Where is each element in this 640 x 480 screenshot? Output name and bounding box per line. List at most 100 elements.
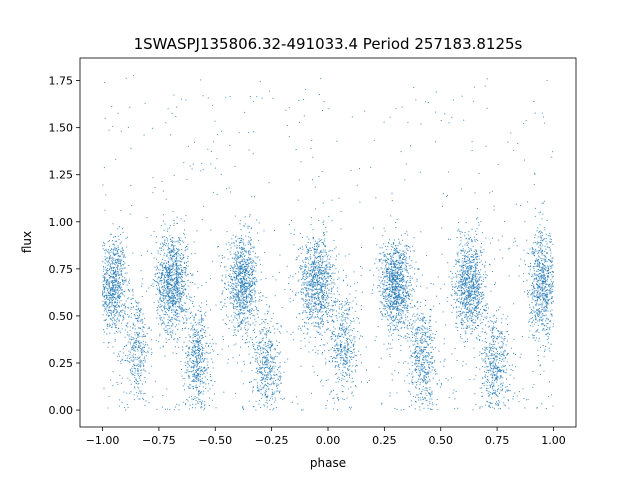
- data-point: [194, 334, 196, 336]
- data-point: [230, 287, 232, 289]
- data-point: [328, 289, 330, 291]
- data-point: [223, 286, 225, 288]
- data-point: [266, 364, 268, 365]
- data-point: [310, 283, 312, 285]
- data-point: [239, 326, 241, 328]
- data-point: [248, 283, 250, 285]
- data-point: [305, 276, 307, 278]
- data-point: [198, 305, 200, 307]
- data-point: [222, 257, 223, 259]
- data-point: [305, 290, 307, 292]
- data-point: [317, 260, 319, 261]
- data-point: [240, 327, 242, 329]
- data-point: [171, 264, 173, 266]
- data-point: [276, 345, 278, 346]
- data-point: [174, 256, 176, 257]
- data-point: [148, 326, 150, 328]
- data-point: [194, 329, 196, 331]
- data-point: [190, 300, 192, 302]
- data-point: [102, 241, 104, 243]
- data-point: [111, 326, 113, 328]
- data-point: [249, 251, 251, 253]
- data-point: [171, 298, 173, 299]
- data-point: [215, 343, 217, 345]
- data-point: [268, 388, 270, 390]
- data-point: [353, 351, 355, 353]
- data-point: [352, 344, 354, 345]
- data-point: [316, 289, 318, 291]
- data-point: [199, 401, 201, 403]
- data-point: [240, 280, 242, 282]
- data-point: [329, 279, 331, 281]
- data-point: [326, 400, 328, 402]
- data-point: [240, 287, 242, 289]
- data-point: [272, 368, 273, 370]
- data-point: [168, 261, 169, 263]
- data-point: [202, 352, 204, 354]
- data-point: [318, 263, 320, 265]
- data-point: [204, 404, 206, 406]
- data-point: [356, 303, 358, 305]
- data-point: [162, 272, 164, 274]
- data-point: [103, 329, 104, 331]
- data-point: [110, 251, 112, 253]
- data-point: [346, 341, 348, 343]
- data-point: [189, 282, 191, 283]
- data-point: [240, 229, 242, 231]
- data-point: [250, 285, 252, 287]
- data-point: [167, 230, 169, 232]
- data-point: [228, 275, 230, 276]
- data-point: [317, 300, 319, 302]
- data-point: [237, 319, 239, 321]
- data-point: [344, 301, 346, 303]
- data-point: [202, 382, 204, 384]
- data-point: [132, 360, 134, 362]
- data-point: [237, 256, 239, 258]
- data-point: [106, 260, 108, 262]
- data-point: [157, 266, 159, 268]
- data-point: [113, 277, 115, 279]
- data-point: [104, 287, 106, 289]
- data-point: [241, 297, 243, 299]
- data-point: [107, 346, 109, 348]
- data-point: [188, 298, 190, 300]
- data-point: [235, 300, 237, 302]
- data-point: [245, 322, 246, 324]
- data-point: [173, 296, 175, 298]
- data-point: [240, 242, 241, 243]
- data-point: [133, 349, 135, 351]
- data-point: [127, 314, 129, 315]
- data-point: [310, 316, 312, 318]
- data-point: [320, 292, 322, 293]
- data-point: [175, 297, 176, 298]
- data-point: [106, 251, 108, 253]
- data-point: [235, 299, 237, 300]
- data-point: [195, 349, 197, 351]
- data-point: [172, 241, 174, 242]
- data-point: [303, 283, 305, 285]
- data-point: [175, 254, 177, 256]
- data-point: [239, 220, 241, 222]
- data-point: [187, 375, 189, 377]
- data-point: [204, 367, 206, 369]
- data-point: [114, 279, 116, 281]
- data-point: [120, 274, 122, 276]
- data-point: [192, 375, 194, 377]
- data-point: [245, 268, 247, 270]
- data-point: [184, 314, 186, 316]
- data-point: [242, 293, 244, 295]
- data-point: [322, 323, 324, 325]
- data-point: [143, 365, 145, 367]
- data-point: [346, 326, 348, 328]
- data-point: [137, 335, 139, 337]
- data-point: [307, 271, 309, 273]
- data-point: [174, 318, 176, 320]
- data-point: [336, 355, 338, 357]
- data-point: [272, 357, 274, 359]
- data-point: [302, 248, 304, 250]
- data-point: [342, 305, 344, 307]
- data-point: [185, 289, 187, 291]
- data-point: [108, 307, 110, 309]
- data-point: [314, 298, 315, 300]
- data-point: [243, 283, 245, 285]
